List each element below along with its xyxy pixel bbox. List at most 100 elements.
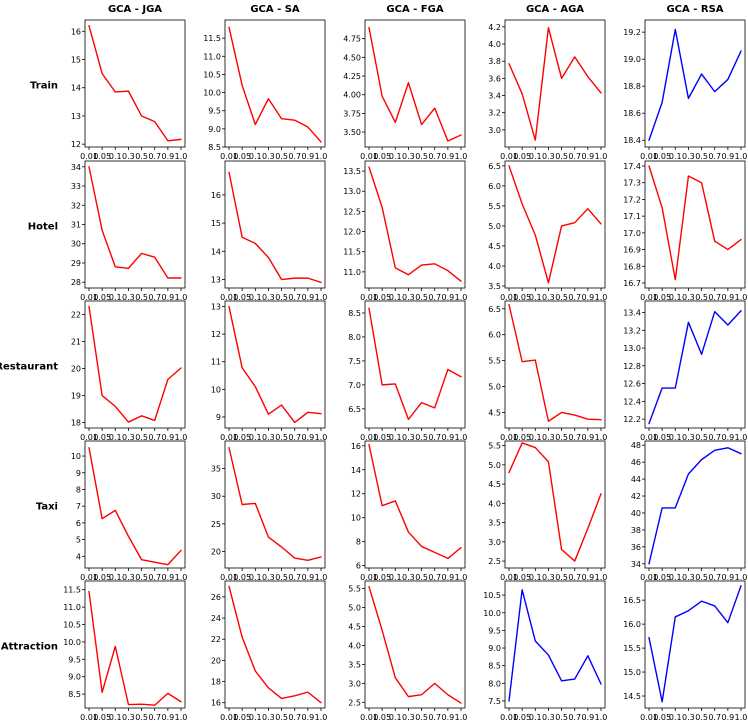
series-line bbox=[648, 447, 742, 565]
y-tick-label: 8.5 bbox=[488, 662, 501, 671]
x-tick-label: 0.05 bbox=[233, 293, 251, 302]
y-tick-label: 13.4 bbox=[623, 309, 641, 318]
x-tick-label: 0.05 bbox=[513, 293, 531, 302]
x-tick-label: 1.0 bbox=[175, 713, 188, 721]
y-tick-label: 13.0 bbox=[343, 187, 361, 196]
x-tick-label: 0.7 bbox=[428, 713, 441, 721]
y-tick-label: 8 bbox=[76, 485, 81, 494]
x-tick-label: 1.0 bbox=[455, 713, 468, 721]
subplot: 2.53.03.54.04.55.05.50.010.050.1 0.3 0.5 0.… bbox=[488, 440, 607, 582]
x-tick-label: 0.05 bbox=[653, 713, 671, 721]
x-tick-label: 0.5 bbox=[695, 293, 708, 302]
y-tick-label: 6 bbox=[356, 562, 361, 571]
x-tick-label: 0.9 bbox=[301, 433, 314, 442]
y-tick-label: 16 bbox=[211, 191, 221, 200]
x-tick-label: 0.3 bbox=[682, 573, 695, 582]
x-tick-label: 1.0 bbox=[315, 713, 328, 721]
y-tick-label: 13.2 bbox=[623, 326, 641, 335]
y-tick-label: 29 bbox=[71, 259, 81, 268]
x-tick-label: 0.9 bbox=[161, 573, 174, 582]
y-tick-label: 12 bbox=[351, 490, 361, 499]
x-tick-label: 0.7 bbox=[568, 713, 581, 721]
y-tick-label: 9 bbox=[76, 469, 81, 478]
x-tick-label: 0.5 bbox=[135, 152, 148, 161]
series-line bbox=[228, 446, 322, 561]
x-tick-label: 0.1 bbox=[389, 293, 402, 302]
y-tick-label: 11.0 bbox=[343, 268, 361, 277]
y-tick-label: 9.5 bbox=[488, 626, 501, 635]
y-tick-label: 2.5 bbox=[488, 557, 501, 566]
y-tick-label: 10 bbox=[71, 452, 81, 461]
x-tick-label: 0.7 bbox=[568, 573, 581, 582]
subplot: 3.03.23.43.63.84.04.20.010.050.1 0.3 0.5 0.… bbox=[488, 19, 607, 161]
series-line bbox=[88, 446, 182, 566]
axes-frame bbox=[364, 19, 466, 148]
axes-frame bbox=[84, 160, 186, 289]
x-tick-label: 1.0 bbox=[595, 293, 608, 302]
y-tick-label: 3.4 bbox=[488, 92, 501, 101]
x-tick-label: 0.3 bbox=[542, 433, 555, 442]
x-tick-label: 0.05 bbox=[653, 152, 671, 161]
x-tick-label: 0.9 bbox=[581, 573, 594, 582]
x-tick-label: 0.9 bbox=[581, 433, 594, 442]
y-tick-label: 4.5 bbox=[488, 408, 501, 417]
subplot: 8.59.09.510.010.511.011.50.010.050.1 0.3 0… bbox=[203, 19, 328, 161]
x-tick-label: 1.0 bbox=[175, 293, 188, 302]
x-tick-label: 0.7 bbox=[428, 573, 441, 582]
y-tick-label: 3.8 bbox=[488, 57, 501, 66]
x-tick-label: 0.05 bbox=[653, 293, 671, 302]
subplot: 12 13 14 15 16 0.010.050.1 0.3 0.5 0.7 0.9 1.0 bbox=[71, 19, 187, 161]
y-tick-label: 6.0 bbox=[488, 182, 501, 191]
y-tick-label: 14.5 bbox=[623, 692, 641, 701]
x-tick-label: 0.9 bbox=[721, 152, 734, 161]
x-tick-label: 0.9 bbox=[161, 293, 174, 302]
x-tick-label: 0.9 bbox=[441, 713, 454, 721]
x-tick-label: 0.7 bbox=[708, 152, 721, 161]
x-tick-label: 0.1 bbox=[109, 152, 122, 161]
x-tick-label: 0.7 bbox=[148, 573, 161, 582]
y-tick-label: 13 bbox=[211, 303, 221, 312]
y-tick-label: 4.0 bbox=[488, 40, 501, 49]
series-line bbox=[88, 24, 182, 142]
x-tick-label: 0.7 bbox=[288, 293, 301, 302]
y-tick-label: 3.2 bbox=[488, 109, 501, 118]
x-tick-label: 0.9 bbox=[721, 713, 734, 721]
x-tick-label: 0.9 bbox=[161, 152, 174, 161]
y-tick-label: 8.0 bbox=[488, 679, 501, 688]
x-tick-label: 0.5 bbox=[695, 573, 708, 582]
x-tick-label: 0.3 bbox=[542, 152, 555, 161]
x-tick-label: 0.3 bbox=[122, 573, 135, 582]
axes-frame bbox=[224, 19, 326, 148]
series-line bbox=[648, 28, 742, 141]
x-tick-label: 0.3 bbox=[682, 713, 695, 721]
subplot: 20 25 30 35 0.010.050.1 0.3 0.5 0.7 0.9 1.0 bbox=[211, 440, 327, 582]
y-tick-label: 9.0 bbox=[68, 673, 81, 682]
axes-frame bbox=[364, 440, 466, 569]
x-tick-label: 0.3 bbox=[682, 152, 695, 161]
y-tick-label: 5.0 bbox=[348, 604, 361, 613]
x-tick-label: 0.5 bbox=[135, 573, 148, 582]
x-tick-label: 0.01 bbox=[220, 152, 238, 161]
y-tick-label: 16.9 bbox=[623, 246, 641, 255]
y-tick-label: 15.0 bbox=[623, 668, 641, 677]
y-tick-label: 16.5 bbox=[623, 596, 641, 605]
axes-frame bbox=[224, 440, 326, 569]
y-tick-label: 10.0 bbox=[203, 89, 221, 98]
x-tick-label: 0.01 bbox=[80, 573, 98, 582]
x-tick-label: 0.1 bbox=[249, 713, 262, 721]
y-tick-label: 11.0 bbox=[63, 603, 81, 612]
y-tick-label: 8 bbox=[356, 538, 361, 547]
y-tick-label: 11.0 bbox=[203, 52, 221, 61]
row-label: Restaurant bbox=[0, 362, 58, 373]
x-tick-label: 0.01 bbox=[640, 293, 658, 302]
x-tick-label: 0.5 bbox=[555, 713, 568, 721]
axes-frame bbox=[504, 300, 606, 429]
x-tick-label: 0.1 bbox=[109, 573, 122, 582]
x-tick-label: 0.3 bbox=[402, 433, 415, 442]
y-tick-label: 16.7 bbox=[623, 279, 641, 288]
x-tick-label: 0.3 bbox=[682, 293, 695, 302]
x-tick-label: 0.05 bbox=[653, 433, 671, 442]
x-tick-label: 1.0 bbox=[315, 152, 328, 161]
x-tick-label: 0.05 bbox=[93, 573, 111, 582]
